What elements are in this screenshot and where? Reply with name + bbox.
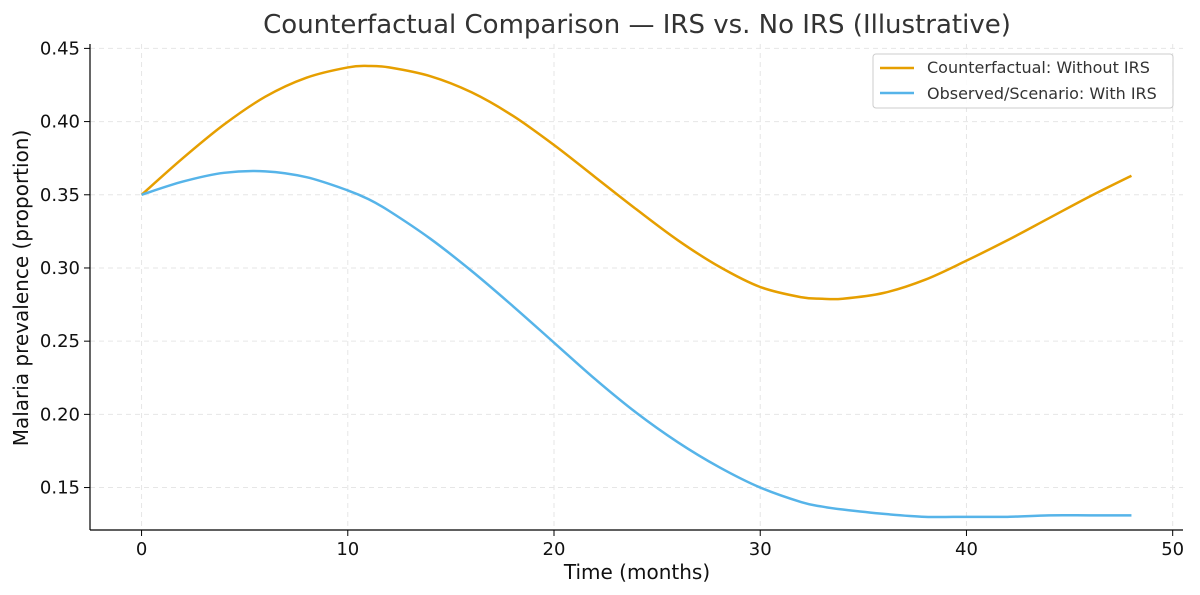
y-tick-label: 0.15	[40, 478, 80, 499]
chart-title: Counterfactual Comparison — IRS vs. No I…	[263, 10, 1011, 40]
y-tick-label: 0.30	[40, 258, 80, 279]
series-line-counterfactual	[140, 64, 1132, 301]
x-axis-label: Time (months)	[563, 560, 710, 584]
x-tick-label: 50	[1161, 539, 1184, 560]
y-tick-label: 0.20	[40, 404, 80, 425]
legend-label-with-irs: Observed/Scenario: With IRS	[927, 84, 1157, 103]
y-tick-label: 0.40	[40, 112, 80, 133]
legend: Counterfactual: Without IRS Observed/Sce…	[872, 53, 1174, 109]
y-tick-label: 0.25	[40, 331, 80, 352]
y-tick-label: 0.45	[40, 38, 80, 59]
x-tick-label: 20	[543, 539, 566, 560]
x-tick-label: 30	[749, 539, 772, 560]
x-tick-label: 0	[136, 539, 147, 560]
series-lines	[140, 64, 1132, 519]
legend-box	[872, 53, 1174, 109]
y-tick-label: 0.35	[40, 185, 80, 206]
y-axis-label: Malaria prevalence (proportion)	[9, 130, 33, 447]
tick-labels: 0 10 20 30 40 50 0.15 0.20 0.25 0.30 0.35 0.40 0.45	[40, 38, 1184, 560]
legend-label-counterfactual: Counterfactual: Without IRS	[927, 58, 1150, 77]
grid-lines	[90, 44, 1183, 530]
x-tick-label: 10	[336, 539, 359, 560]
series-line-with-irs	[141, 169, 1132, 519]
axes	[84, 44, 1183, 536]
x-tick-label: 40	[955, 539, 978, 560]
